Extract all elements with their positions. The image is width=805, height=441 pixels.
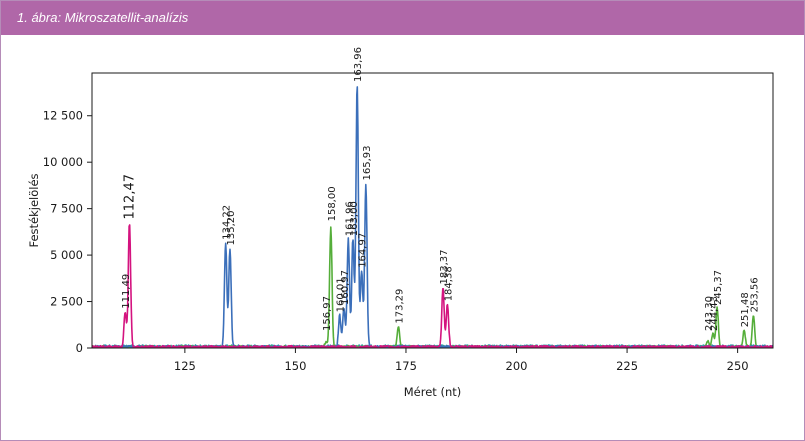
peak-point-blue-5 bbox=[352, 239, 354, 241]
peak-label: 135,20 bbox=[226, 211, 237, 246]
y-tick-label: 2 500 bbox=[50, 295, 83, 309]
x-tick-label: 200 bbox=[506, 359, 528, 373]
plot-border bbox=[91, 72, 774, 349]
peak-label: 244,43 bbox=[709, 296, 720, 331]
figure-title: 1. ábra: Mikroszatellit-analízis bbox=[17, 10, 189, 25]
peak-point-magenta-1 bbox=[129, 223, 131, 225]
peak-label: 158,00 bbox=[327, 186, 338, 221]
y-tick-label: 7 500 bbox=[50, 202, 83, 216]
peak-point-green-3 bbox=[707, 342, 709, 344]
peak-point-green-7 bbox=[753, 316, 755, 318]
peak-point-magenta-3 bbox=[447, 305, 449, 307]
peak-label: 156,97 bbox=[322, 296, 333, 331]
peak-label: 163,00 bbox=[349, 201, 360, 236]
peak-label: 134,22 bbox=[222, 205, 233, 240]
x-tick-label: 150 bbox=[284, 359, 306, 373]
axis-layer: 125 150 175 200 225 250 0 2 500 5 000 7 500 10 000… bbox=[27, 72, 774, 399]
peak-point-blue-8 bbox=[365, 184, 367, 186]
peak-point-magenta-0 bbox=[124, 312, 126, 314]
series-trace-magenta bbox=[92, 224, 773, 348]
peak-point-blue-2 bbox=[339, 316, 341, 318]
electropherogram-chart: 125 150 175 200 225 250 0 2 500 5 000 7 500 10 000… bbox=[27, 47, 774, 399]
peak-label: 111,49 bbox=[121, 274, 132, 309]
peak-point-green-1 bbox=[330, 226, 332, 228]
peak-label: 161,96 bbox=[344, 201, 355, 236]
peak-point-green-0 bbox=[325, 342, 327, 344]
y-tick-label: 5 000 bbox=[50, 248, 83, 262]
y-tick-label: 12 500 bbox=[43, 109, 83, 123]
peak-point-green-6 bbox=[743, 331, 745, 333]
peak-point-blue-6 bbox=[356, 85, 358, 87]
series-trace-blue bbox=[92, 86, 773, 348]
peak-label: 245,37 bbox=[713, 270, 724, 305]
peak-label: 165,93 bbox=[362, 146, 373, 181]
figure-header: 1. ábra: Mikroszatellit-analízis bbox=[1, 1, 804, 35]
x-tick-label: 175 bbox=[395, 359, 417, 373]
peak-label: 183,37 bbox=[439, 250, 450, 285]
peak-point-blue-1 bbox=[229, 249, 231, 251]
plot-layer bbox=[92, 85, 773, 348]
peak-label: 160,01 bbox=[336, 277, 347, 312]
peak-point-green-2 bbox=[398, 327, 400, 329]
peak-point-green-4 bbox=[712, 334, 714, 336]
peak-label: 163,96 bbox=[353, 47, 364, 82]
series-trace-green bbox=[92, 226, 773, 348]
peak-label: 173,29 bbox=[394, 289, 405, 324]
x-tick-label: 125 bbox=[174, 359, 196, 373]
y-tick-label: 0 bbox=[76, 341, 83, 355]
x-tick-label: 225 bbox=[616, 359, 638, 373]
peak-point-blue-7 bbox=[361, 271, 363, 273]
x-tick-label: 250 bbox=[727, 359, 749, 373]
peak-label: 251,48 bbox=[740, 292, 751, 327]
x-axis-label: Méret (nt) bbox=[404, 385, 461, 399]
peak-label: 160,97 bbox=[340, 270, 351, 305]
y-tick-label: 10 000 bbox=[43, 155, 83, 169]
peak-label: 164,97 bbox=[358, 233, 369, 268]
peak-label: 243,30 bbox=[704, 296, 715, 331]
peak-label: 184,38 bbox=[443, 266, 454, 301]
peak-label: 253,56 bbox=[749, 277, 760, 312]
peak-point-blue-4 bbox=[348, 239, 350, 241]
peak-label: 112,47 bbox=[123, 174, 138, 220]
y-axis-label: Festékjelölés bbox=[27, 173, 41, 247]
